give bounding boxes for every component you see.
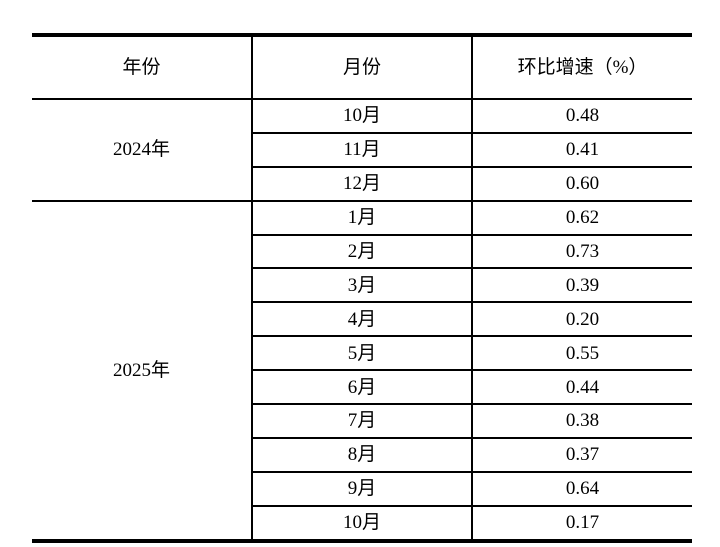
month-cell: 4月 (251, 302, 472, 338)
month-cell: 1月 (251, 200, 472, 236)
table-row: 3月 0.39 (32, 268, 692, 304)
month-cell: 10月 (251, 99, 472, 134)
month-cell: 3月 (251, 268, 472, 304)
header-year: 年份 (32, 35, 252, 100)
growth-value-cell: 0.17 (471, 505, 692, 542)
growth-value-cell: 0.38 (471, 404, 692, 439)
growth-value-cell: 0.73 (471, 234, 692, 270)
table-header-row: 年份 月份 环比增速（%） (32, 35, 692, 100)
growth-value-cell: 0.60 (471, 166, 692, 202)
table-row: 2025年 1月 0.62 (32, 200, 692, 542)
growth-value-cell: 0.37 (471, 437, 692, 473)
table-row: 6月 0.44 (32, 370, 692, 406)
growth-value-cell: 0.44 (471, 370, 692, 406)
table-row: 8月 0.37 (32, 437, 692, 473)
table-row: 7月 0.38 (32, 404, 692, 439)
table-row: 12月 0.60 (32, 166, 692, 202)
month-cell: 7月 (251, 404, 472, 439)
month-cell: 11月 (251, 132, 472, 168)
growth-value-cell: 0.41 (471, 132, 692, 168)
month-cell: 2月 (251, 234, 472, 270)
header-growth: 环比增速（%） (471, 35, 692, 100)
table-row: 5月 0.55 (32, 336, 692, 372)
table-row: 2月 0.73 (32, 234, 692, 270)
growth-value-cell: 0.48 (471, 99, 692, 134)
table-row: 2024年 10月 0.48 (32, 99, 692, 202)
growth-rate-table: 年份 月份 环比增速（%） 2024年 10月 0.48 11月 0.41 12… (32, 33, 692, 543)
table-row: 9月 0.64 (32, 471, 692, 507)
growth-value-cell: 0.64 (471, 471, 692, 507)
growth-value-cell: 0.62 (471, 200, 692, 236)
month-cell: 10月 (251, 505, 472, 542)
month-cell: 12月 (251, 166, 472, 202)
growth-value-cell: 0.55 (471, 336, 692, 372)
header-month: 月份 (251, 35, 472, 100)
table-row: 10月 0.17 (32, 505, 692, 542)
month-cell: 8月 (251, 437, 472, 473)
year-cell-2024: 2024年 (32, 99, 252, 202)
table-row: 4月 0.20 (32, 302, 692, 338)
growth-value-cell: 0.39 (471, 268, 692, 304)
table-row: 11月 0.41 (32, 132, 692, 168)
month-cell: 5月 (251, 336, 472, 372)
year-cell-2025: 2025年 (32, 200, 252, 542)
month-cell: 6月 (251, 370, 472, 406)
growth-value-cell: 0.20 (471, 302, 692, 338)
month-cell: 9月 (251, 471, 472, 507)
